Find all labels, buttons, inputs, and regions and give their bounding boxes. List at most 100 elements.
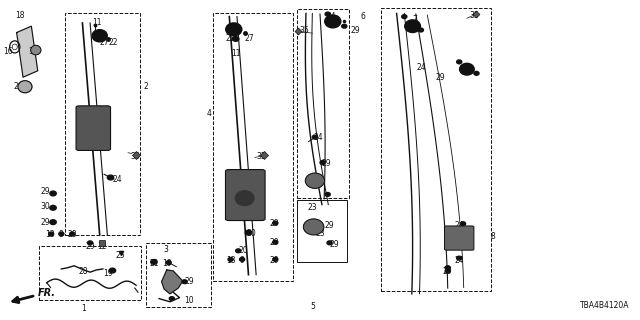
Ellipse shape <box>460 63 474 75</box>
Ellipse shape <box>70 232 75 236</box>
Ellipse shape <box>445 266 451 270</box>
Ellipse shape <box>228 258 233 261</box>
Text: 30: 30 <box>40 202 51 211</box>
Text: 23: 23 <box>308 203 317 212</box>
Ellipse shape <box>419 28 424 32</box>
Bar <box>39 246 141 300</box>
Text: 29: 29 <box>321 159 331 168</box>
Ellipse shape <box>235 193 241 198</box>
Text: 16: 16 <box>4 47 13 56</box>
Ellipse shape <box>474 71 479 75</box>
Text: 8: 8 <box>490 232 495 241</box>
Bar <box>297 9 349 198</box>
Ellipse shape <box>226 23 242 36</box>
Text: 29: 29 <box>184 276 194 285</box>
Text: 29: 29 <box>461 234 470 243</box>
Text: 4: 4 <box>207 109 212 118</box>
Text: 18: 18 <box>15 11 24 20</box>
Text: 19: 19 <box>103 268 113 278</box>
Ellipse shape <box>273 221 278 225</box>
Bar <box>147 243 211 307</box>
Text: 2: 2 <box>144 82 148 91</box>
Ellipse shape <box>92 30 108 42</box>
Text: 35: 35 <box>299 27 309 36</box>
Ellipse shape <box>325 193 330 196</box>
Text: 24: 24 <box>454 221 464 230</box>
Text: 35: 35 <box>130 152 140 161</box>
Text: 21: 21 <box>149 259 159 268</box>
Ellipse shape <box>50 220 56 225</box>
Ellipse shape <box>457 256 462 260</box>
Ellipse shape <box>232 36 239 41</box>
Ellipse shape <box>461 222 466 226</box>
Bar <box>381 8 491 291</box>
Text: 24: 24 <box>454 256 464 265</box>
Ellipse shape <box>457 60 462 64</box>
Ellipse shape <box>50 191 56 196</box>
Text: 22: 22 <box>108 38 118 47</box>
Text: 25: 25 <box>116 251 125 260</box>
Ellipse shape <box>59 232 64 236</box>
Text: 17: 17 <box>28 47 37 56</box>
Text: 29: 29 <box>324 221 334 230</box>
Text: 29: 29 <box>329 240 339 249</box>
Ellipse shape <box>404 20 420 33</box>
Text: 29: 29 <box>40 218 50 227</box>
Text: 6: 6 <box>361 12 366 21</box>
Ellipse shape <box>245 230 252 235</box>
Text: 7: 7 <box>412 15 417 24</box>
Text: 35: 35 <box>257 152 266 161</box>
Ellipse shape <box>239 258 244 261</box>
FancyBboxPatch shape <box>76 106 111 150</box>
Text: 29: 29 <box>85 242 95 251</box>
Text: 29: 29 <box>40 188 50 196</box>
Text: 11: 11 <box>231 49 241 58</box>
Ellipse shape <box>320 161 325 164</box>
Ellipse shape <box>327 241 332 245</box>
Ellipse shape <box>108 175 114 180</box>
Text: FR.: FR. <box>38 288 56 298</box>
Text: 10: 10 <box>184 296 194 305</box>
Bar <box>297 200 348 262</box>
Text: 24: 24 <box>314 133 324 142</box>
Text: 22: 22 <box>226 35 236 44</box>
Text: 30: 30 <box>247 229 257 238</box>
Text: 27: 27 <box>99 38 109 47</box>
Text: 27: 27 <box>245 35 255 44</box>
Text: 13: 13 <box>226 256 236 265</box>
Ellipse shape <box>18 81 32 93</box>
Polygon shape <box>17 26 38 77</box>
Ellipse shape <box>312 135 317 139</box>
Text: 24: 24 <box>416 63 426 72</box>
Ellipse shape <box>235 191 254 206</box>
Text: 24: 24 <box>237 194 247 203</box>
Polygon shape <box>162 270 182 294</box>
Ellipse shape <box>273 240 278 244</box>
Ellipse shape <box>31 45 41 55</box>
Ellipse shape <box>88 241 93 245</box>
Ellipse shape <box>182 280 187 284</box>
Ellipse shape <box>445 269 451 273</box>
FancyBboxPatch shape <box>225 170 265 220</box>
Ellipse shape <box>109 268 116 273</box>
Ellipse shape <box>325 12 330 16</box>
Ellipse shape <box>303 219 324 235</box>
Ellipse shape <box>273 258 278 261</box>
Text: 9: 9 <box>239 256 244 265</box>
Text: 24: 24 <box>326 12 336 21</box>
Ellipse shape <box>151 260 157 264</box>
Text: 29: 29 <box>350 27 360 36</box>
Text: 29: 29 <box>269 238 279 247</box>
Text: 20: 20 <box>239 246 248 255</box>
Text: 23: 23 <box>315 229 325 238</box>
Text: 1: 1 <box>81 304 86 313</box>
Text: 3: 3 <box>163 245 168 254</box>
Text: 20: 20 <box>67 230 77 239</box>
Text: 12: 12 <box>97 242 106 251</box>
Text: 35: 35 <box>470 11 479 20</box>
Bar <box>212 13 293 281</box>
FancyBboxPatch shape <box>445 226 474 250</box>
Text: 9: 9 <box>59 230 64 239</box>
Text: 13: 13 <box>45 230 55 239</box>
Text: 24: 24 <box>112 175 122 184</box>
